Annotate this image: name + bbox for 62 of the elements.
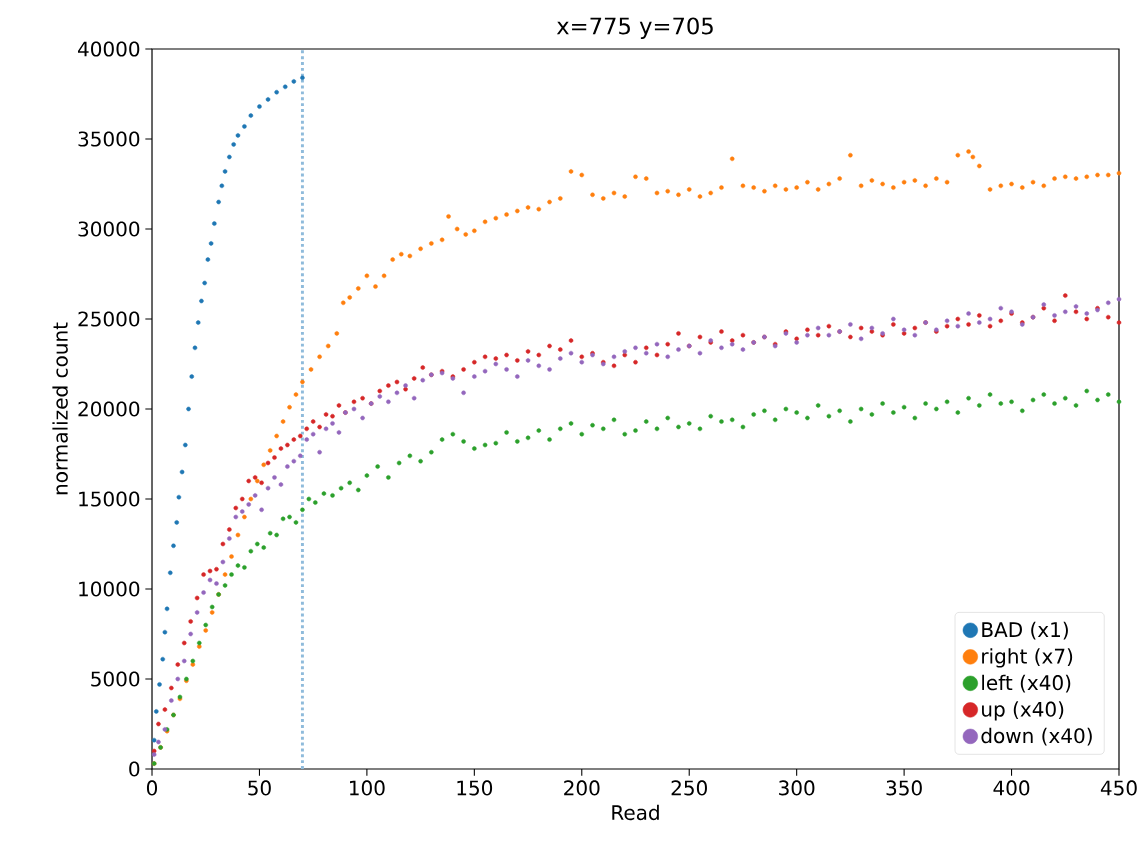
y-tick-label: 35000 xyxy=(78,131,140,147)
point xyxy=(216,199,221,205)
point xyxy=(174,520,179,525)
y-tick-label: 15000 xyxy=(79,491,140,507)
point xyxy=(212,221,217,226)
legend-label: right (x7) xyxy=(982,648,1073,668)
point xyxy=(192,345,198,351)
point xyxy=(179,469,185,475)
x-tick-label: 350 xyxy=(886,780,922,796)
point xyxy=(160,656,166,662)
point xyxy=(199,298,204,304)
point xyxy=(274,89,279,95)
point xyxy=(291,79,297,84)
point xyxy=(222,169,228,174)
point xyxy=(248,113,254,118)
y-tick-label: 0 xyxy=(129,761,140,777)
point xyxy=(208,241,214,246)
point xyxy=(157,682,162,687)
x-tick-label: 450 xyxy=(1100,780,1137,796)
x-tick-label: 300 xyxy=(779,780,815,796)
x-tick-label: 200 xyxy=(564,780,600,796)
legend-label: down (x40) xyxy=(981,727,1092,746)
x-tick-label: 150 xyxy=(457,780,493,796)
x-tick-label: 400 xyxy=(993,780,1030,796)
y-tick-label: 30000 xyxy=(78,221,140,237)
y-tick-label: 5000 xyxy=(91,671,140,687)
point xyxy=(162,629,168,635)
point xyxy=(171,543,176,549)
point xyxy=(219,183,225,189)
x-tick-label: 0 xyxy=(146,780,158,796)
point xyxy=(235,133,241,138)
point xyxy=(176,494,182,500)
point xyxy=(300,75,305,81)
y-axis-title: normalized count xyxy=(52,322,68,495)
point xyxy=(164,606,170,612)
point xyxy=(265,97,271,102)
chart-title: x=775 y=705 xyxy=(556,17,713,39)
point xyxy=(231,142,236,147)
point xyxy=(195,320,201,325)
x-tick-label: 250 xyxy=(671,780,707,796)
point xyxy=(186,406,191,412)
legend-label: up (x40) xyxy=(982,701,1064,721)
point xyxy=(202,280,207,286)
legend-label: BAD (x1) xyxy=(982,621,1068,640)
point xyxy=(154,709,159,714)
point xyxy=(189,374,195,379)
point xyxy=(205,257,211,262)
y-tick-label: 20000 xyxy=(78,401,140,417)
point xyxy=(227,154,232,160)
legend-label: left (x40) xyxy=(982,674,1071,693)
point xyxy=(242,124,247,129)
point xyxy=(151,737,157,743)
x-tick-label: 50 xyxy=(248,780,271,796)
y-tick-label: 10000 xyxy=(79,581,140,597)
x-axis-title: Read xyxy=(612,804,659,821)
point xyxy=(168,570,173,576)
x-tick-label: 100 xyxy=(350,780,385,796)
y-tick-label: 40000 xyxy=(77,41,140,57)
point xyxy=(183,442,188,448)
point xyxy=(282,84,288,90)
point xyxy=(257,104,262,109)
y-tick-label: 25000 xyxy=(78,311,140,327)
